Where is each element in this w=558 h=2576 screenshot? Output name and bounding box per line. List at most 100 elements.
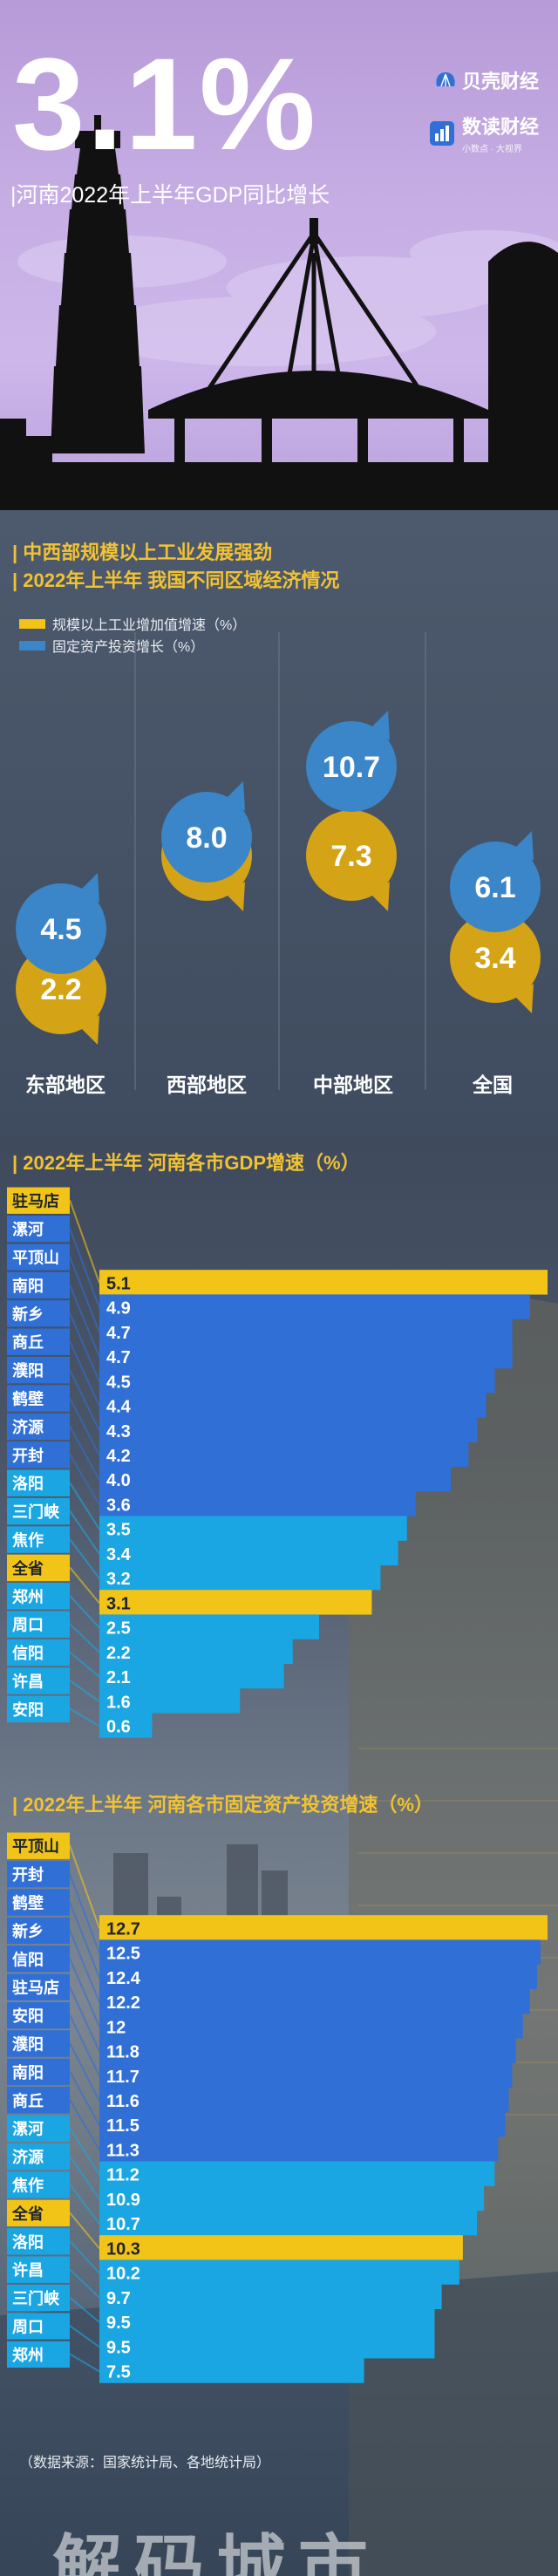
city-label-box xyxy=(7,2199,70,2227)
bar-value-label: 10.9 xyxy=(106,2191,140,2210)
bar-value-label: 12.7 xyxy=(106,1919,140,1939)
value-bar xyxy=(99,2259,459,2285)
value-bar xyxy=(99,1713,153,1738)
bar-connector xyxy=(69,1397,100,1456)
chart2-title: | 2022年上半年 河南各市GDP增速（%） xyxy=(12,1152,360,1174)
city-label: 济源 xyxy=(12,2148,44,2166)
city-label: 焦作 xyxy=(11,1531,44,1550)
value-bar xyxy=(99,2062,513,2088)
bar-connector xyxy=(69,1901,100,1979)
value-bar xyxy=(99,2284,442,2310)
investment-bubble-value: 4.5 xyxy=(40,913,81,946)
value-bar xyxy=(99,2087,509,2113)
bar-value-label: 10.2 xyxy=(106,2265,140,2284)
value-bar xyxy=(99,2210,478,2236)
section1-title-line2-text: 2022年上半年 我国不同区域经济情况 xyxy=(23,569,340,591)
city-label: 信阳 xyxy=(12,1950,44,1968)
bar-connector xyxy=(69,1285,100,1358)
city-label: 开封 xyxy=(12,1865,44,1884)
city-label: 平顶山 xyxy=(12,1838,59,1856)
investment-bubble-circle xyxy=(450,842,541,932)
brand-beike-name: 贝壳财经 xyxy=(461,71,539,92)
value-bar xyxy=(99,1368,495,1394)
value-bar xyxy=(99,1467,452,1492)
bar-value-label: 11.2 xyxy=(106,2166,140,2185)
industry-bubble-circle xyxy=(306,810,397,901)
city-label-box xyxy=(7,2030,70,2057)
bar-connector xyxy=(69,1844,100,1929)
city-label: 许昌 xyxy=(12,1673,44,1691)
brand-shudu-name: 数读财经 xyxy=(461,116,539,138)
bar-connector xyxy=(69,1873,100,1953)
industry-bubble-value: 3.4 xyxy=(474,942,515,975)
value-bar xyxy=(99,1491,416,1516)
industry-bubble-value: 7.3 xyxy=(330,840,371,873)
city-label-box xyxy=(7,1497,70,1525)
bar-connector xyxy=(69,2099,100,2150)
bar-value-label: 11.5 xyxy=(106,2116,140,2136)
city-label-box xyxy=(7,1667,70,1694)
region-bubble-group: 7.38.0 xyxy=(161,781,252,911)
brand-beike: 贝壳财经 xyxy=(434,66,539,94)
region-label-east: 东部地区 xyxy=(25,1073,105,1096)
city-label: 焦作 xyxy=(11,2177,44,2195)
investment-bubble-circle xyxy=(306,721,397,812)
city-label: 安阳 xyxy=(12,1700,44,1719)
city-label: 全省 xyxy=(11,2205,44,2223)
investment-bubble-value: 8.0 xyxy=(186,821,227,855)
bar-value-label: 11.7 xyxy=(106,2068,140,2087)
bar-value-label: 4.7 xyxy=(106,1324,131,1343)
bar-value-label: 10.3 xyxy=(106,2239,140,2259)
city-label-box xyxy=(7,1973,70,2000)
value-bar xyxy=(99,2038,516,2063)
investment-bubble-tail xyxy=(371,711,390,740)
legend-label-industry: 规模以上工业增加值增速（%） xyxy=(52,618,247,633)
industry-bubble-value: 2.2 xyxy=(40,973,81,1006)
value-bar xyxy=(99,2185,485,2211)
value-bar xyxy=(99,1441,469,1468)
region-bubble-group: 3.4 6.1 xyxy=(450,831,541,1013)
industry-bubble: 3.4 xyxy=(450,912,541,1013)
investment-bubble: 6.1 xyxy=(450,831,541,932)
city-label: 商丘 xyxy=(12,1333,44,1352)
bar-value-label: 12 xyxy=(106,2018,126,2037)
region-bubble-chart: 2.2 4.5 7.38.0 7.3 10.7 3.4 6.1 xyxy=(16,632,541,1090)
chart3-title-text: 2022年上半年 河南各市固定资产投资增速（%） xyxy=(23,1794,433,1816)
bar-value-label: 4.2 xyxy=(106,1447,131,1466)
value-bar xyxy=(99,2308,435,2334)
value-bar xyxy=(99,1639,293,1665)
bar-value-label: 4.4 xyxy=(106,1398,132,1417)
bar-connector xyxy=(69,2127,100,2176)
city-label-box xyxy=(7,2341,70,2368)
bar-connector xyxy=(69,1199,100,1284)
shell-logo-icon xyxy=(436,72,455,87)
city-label: 商丘 xyxy=(12,2091,44,2109)
city-label-box xyxy=(7,1611,70,1638)
industry-bubble-tail xyxy=(80,1015,99,1045)
industry-bubble: 7.3 xyxy=(306,810,397,911)
value-bar xyxy=(99,1564,381,1591)
city-label: 济源 xyxy=(12,1418,44,1436)
bar-value-label: 12.4 xyxy=(106,1969,141,1988)
gdp-growth-bar-chart: 驻马店漯河平顶山南阳新乡商丘濮阳鹤壁济源开封洛阳三门峡焦作全省郑州周口信阳许昌安… xyxy=(7,1187,548,1738)
bar-value-label: 4.9 xyxy=(106,1299,131,1319)
bar-value-label: 2.1 xyxy=(106,1668,131,1687)
city-label: 许昌 xyxy=(12,2261,44,2280)
city-label-box xyxy=(7,1639,70,1666)
bar-value-label: 3.4 xyxy=(106,1545,132,1564)
city-label-box xyxy=(7,1328,70,1355)
bar-connector xyxy=(69,1510,100,1555)
city-label: 漯河 xyxy=(12,1221,44,1238)
investment-bubble-tail xyxy=(80,873,99,903)
legend-label-investment: 固定资产投资增长（%） xyxy=(52,640,205,655)
city-label: 南阳 xyxy=(12,2063,44,2082)
value-bar xyxy=(99,2334,435,2359)
bar-value-label: 3.6 xyxy=(106,1496,131,1515)
legend-item-industry: 规模以上工业增加值增速（%） xyxy=(19,613,246,634)
henan-cities-section: | 2022年上半年 河南各市GDP增速（%） 驻马店 漯河 平顶山 南阳 新乡 商丘 濮阳… xyxy=(0,1138,558,2576)
bar-connector xyxy=(69,1566,100,1605)
city-label-box xyxy=(7,2284,70,2312)
legend-swatch-yellow xyxy=(19,618,45,629)
bar-value-label: 10.7 xyxy=(106,2215,140,2234)
value-bar xyxy=(99,1915,548,1940)
